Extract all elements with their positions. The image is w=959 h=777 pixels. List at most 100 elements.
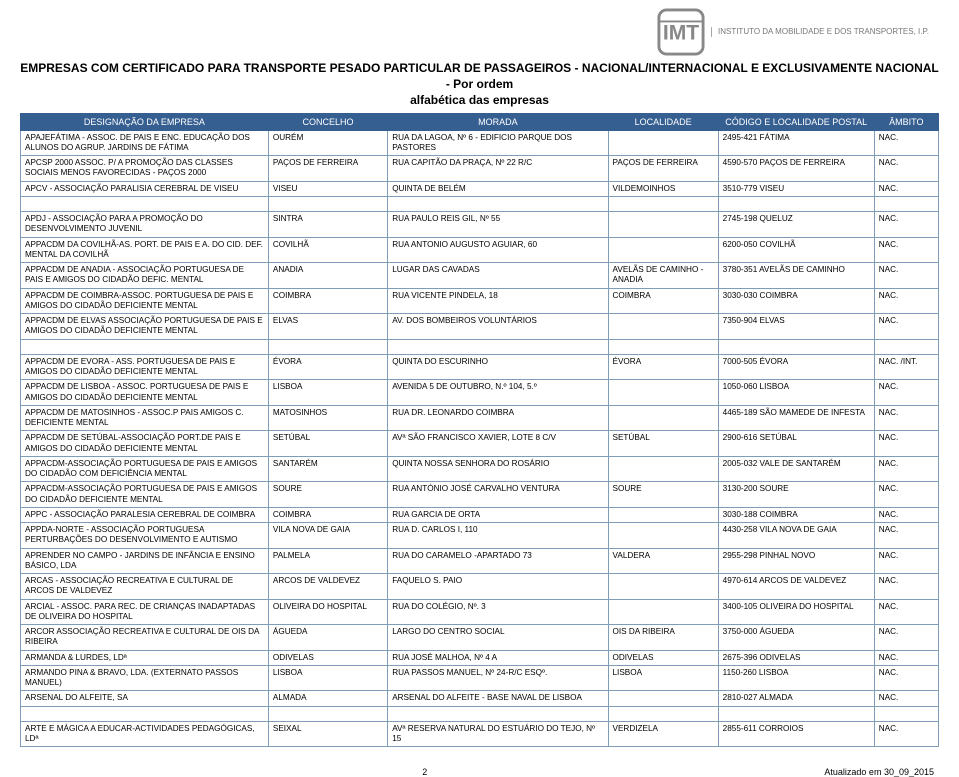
- table-cell: 1050-060 LISBOA: [718, 380, 874, 406]
- table-row: ARTE E MÁGICA A EDUCAR-ACTIVIDADES PEDAG…: [21, 721, 939, 747]
- table-cell: QUINTA DO ESCURINHO: [388, 354, 608, 380]
- table-cell: ARMANDO PINA & BRAVO, LDA. (EXTERNATO PA…: [21, 665, 269, 691]
- logo-icon: IMT: [657, 8, 705, 56]
- table-cell: OIS DA RIBEIRA: [608, 625, 718, 651]
- table-cell: COIMBRA: [268, 507, 387, 522]
- table-row: ARMANDO PINA & BRAVO, LDA. (EXTERNATO PA…: [21, 665, 939, 691]
- table-cell: 3030-030 COIMBRA: [718, 288, 874, 314]
- table-cell: LISBOA: [608, 665, 718, 691]
- col-header: ÂMBITO: [874, 113, 938, 130]
- title-line-1: EMPRESAS COM CERTIFICADO PARA TRANSPORTE…: [20, 61, 939, 91]
- table-cell: OURÉM: [268, 130, 387, 156]
- table-cell: ARTE E MÁGICA A EDUCAR-ACTIVIDADES PEDAG…: [21, 721, 269, 747]
- table-cell: SOURE: [608, 482, 718, 508]
- table-cell: APPACDM-ASSOCIAÇÃO PORTUGUESA DE PAIS E …: [21, 482, 269, 508]
- table-cell: NAC.: [874, 405, 938, 431]
- table-cell: AV. DOS BOMBEIROS VOLUNTÁRIOS: [388, 314, 608, 340]
- col-header: CONCELHO: [268, 113, 387, 130]
- table-cell: OLIVEIRA DO HOSPITAL: [268, 599, 387, 625]
- table-cell: RUA DO COLÉGIO, Nº. 3: [388, 599, 608, 625]
- table-row: APPACDM DE ELVAS ASSOCIAÇÃO PORTUGUESA D…: [21, 314, 939, 340]
- table-cell: [608, 523, 718, 549]
- footer-date: Atualizado em 30_09_2015: [824, 767, 934, 777]
- spacer-row: [21, 706, 939, 721]
- table-cell: ARSENAL DO ALFEITE - BASE NAVAL DE LISBO…: [388, 691, 608, 706]
- table-cell: [608, 212, 718, 238]
- table-cell: RUA GARCIA DE ORTA: [388, 507, 608, 522]
- footer-page-number: 2: [25, 767, 824, 777]
- table-row: APCV - ASSOCIAÇÃO PARALISIA CEREBRAL DE …: [21, 181, 939, 196]
- svg-text:IMT: IMT: [663, 22, 699, 45]
- page-title: EMPRESAS COM CERTIFICADO PARA TRANSPORTE…: [20, 60, 939, 109]
- table-row: APPACDM DE EVORA - ASS. PORTUGUESA DE PA…: [21, 354, 939, 380]
- table-cell: NAC.: [874, 574, 938, 600]
- table-cell: 4590-570 PAÇOS DE FERREIRA: [718, 156, 874, 182]
- table-cell: ODIVELAS: [268, 650, 387, 665]
- title-line-2: alfabética das empresas: [410, 93, 549, 107]
- table-cell: [608, 380, 718, 406]
- table-cell: [608, 130, 718, 156]
- table-cell: APCSP 2000 ASSOC. P/ A PROMOÇÃO DAS CLAS…: [21, 156, 269, 182]
- table-cell: 4970-614 ARCOS DE VALDEVEZ: [718, 574, 874, 600]
- table-cell: NAC.: [874, 380, 938, 406]
- table-cell: SINTRA: [268, 212, 387, 238]
- logo-text: INSTITUTO DA MOBILIDADE E DOS TRANSPORTE…: [711, 27, 929, 37]
- table-cell: COIMBRA: [608, 288, 718, 314]
- table-cell: APPACDM DE SETÚBAL-ASSOCIAÇÃO PORT.DE PA…: [21, 431, 269, 457]
- table-cell: LUGAR DAS CAVADAS: [388, 263, 608, 289]
- table-cell: RUA VICENTE PINDELA, 18: [388, 288, 608, 314]
- table-cell: RUA ANTÓNIO JOSÉ CARVALHO VENTURA: [388, 482, 608, 508]
- table-cell: ÉVORA: [268, 354, 387, 380]
- table-cell: [608, 507, 718, 522]
- table-cell: VILA NOVA DE GAIA: [268, 523, 387, 549]
- table-cell: NAC.: [874, 431, 938, 457]
- table-cell: ALMADA: [268, 691, 387, 706]
- table-cell: RUA CAPITÃO DA PRAÇA, Nº 22 R/C: [388, 156, 608, 182]
- table-cell: 2855-611 CORROIOS: [718, 721, 874, 747]
- table-cell: APRENDER NO CAMPO - JARDINS DE INFÂNCIA …: [21, 548, 269, 574]
- table-cell: ARSENAL DO ALFEITE, SA: [21, 691, 269, 706]
- table-cell: APPACDM-ASSOCIAÇÃO PORTUGUESA DE PAIS E …: [21, 456, 269, 482]
- table-cell: PALMELA: [268, 548, 387, 574]
- table-cell: SANTARÉM: [268, 456, 387, 482]
- table-cell: RUA DR. LEONARDO COIMBRA: [388, 405, 608, 431]
- table-cell: NAC.: [874, 721, 938, 747]
- table-cell: QUINTA DE BELÉM: [388, 181, 608, 196]
- table-row: APDJ - ASSOCIAÇÃO PARA A PROMOÇÃO DO DES…: [21, 212, 939, 238]
- table-cell: NAC. /INT.: [874, 354, 938, 380]
- table-cell: APPACDM DE LISBOA - ASSOC. PORTUGUESA DE…: [21, 380, 269, 406]
- table-cell: SEIXAL: [268, 721, 387, 747]
- table-cell: LISBOA: [268, 665, 387, 691]
- table-cell: VALDERA: [608, 548, 718, 574]
- table-cell: NAC.: [874, 548, 938, 574]
- table-cell: PAÇOS DE FERREIRA: [268, 156, 387, 182]
- page: IMT INSTITUTO DA MOBILIDADE E DOS TRANSP…: [0, 0, 959, 777]
- table-cell: PAÇOS DE FERREIRA: [608, 156, 718, 182]
- table-cell: ARMANDA & LURDES, LDª: [21, 650, 269, 665]
- table-cell: [608, 237, 718, 263]
- table-cell: NAC.: [874, 156, 938, 182]
- table-row: APAJEFÁTIMA - ASSOC. DE PAIS E ENC. EDUC…: [21, 130, 939, 156]
- table-cell: [608, 599, 718, 625]
- table-cell: ÁGUEDA: [268, 625, 387, 651]
- table-row: APPACDM DE COIMBRA-ASSOC. PORTUGUESA DE …: [21, 288, 939, 314]
- table-cell: AVENIDA 5 DE OUTUBRO, N.º 104, 5.º: [388, 380, 608, 406]
- table-cell: LARGO DO CENTRO SOCIAL: [388, 625, 608, 651]
- table-cell: [608, 456, 718, 482]
- table-cell: RUA DA LAGOA, Nº 6 - EDIFICIO PARQUE DOS…: [388, 130, 608, 156]
- table-cell: 2745-198 QUELUZ: [718, 212, 874, 238]
- table-cell: ARCAS - ASSOCIAÇÃO RECREATIVA E CULTURAL…: [21, 574, 269, 600]
- table-cell: NAC.: [874, 625, 938, 651]
- table-cell: ODIVELAS: [608, 650, 718, 665]
- table-cell: NAC.: [874, 523, 938, 549]
- table-cell: RUA D. CARLOS I, 110: [388, 523, 608, 549]
- table-cell: MATOSINHOS: [268, 405, 387, 431]
- table-cell: 3130-200 SOURE: [718, 482, 874, 508]
- table-row: ARSENAL DO ALFEITE, SAALMADAARSENAL DO A…: [21, 691, 939, 706]
- table-row: APCSP 2000 ASSOC. P/ A PROMOÇÃO DAS CLAS…: [21, 156, 939, 182]
- table-row: APPACDM DE MATOSINHOS - ASSOC.P PAIS AMI…: [21, 405, 939, 431]
- table-cell: RUA JOSÉ MALHOA, Nº 4 A: [388, 650, 608, 665]
- table-cell: APPACDM DE MATOSINHOS - ASSOC.P PAIS AMI…: [21, 405, 269, 431]
- table-cell: NAC.: [874, 599, 938, 625]
- table-cell: 2900-616 SETÚBAL: [718, 431, 874, 457]
